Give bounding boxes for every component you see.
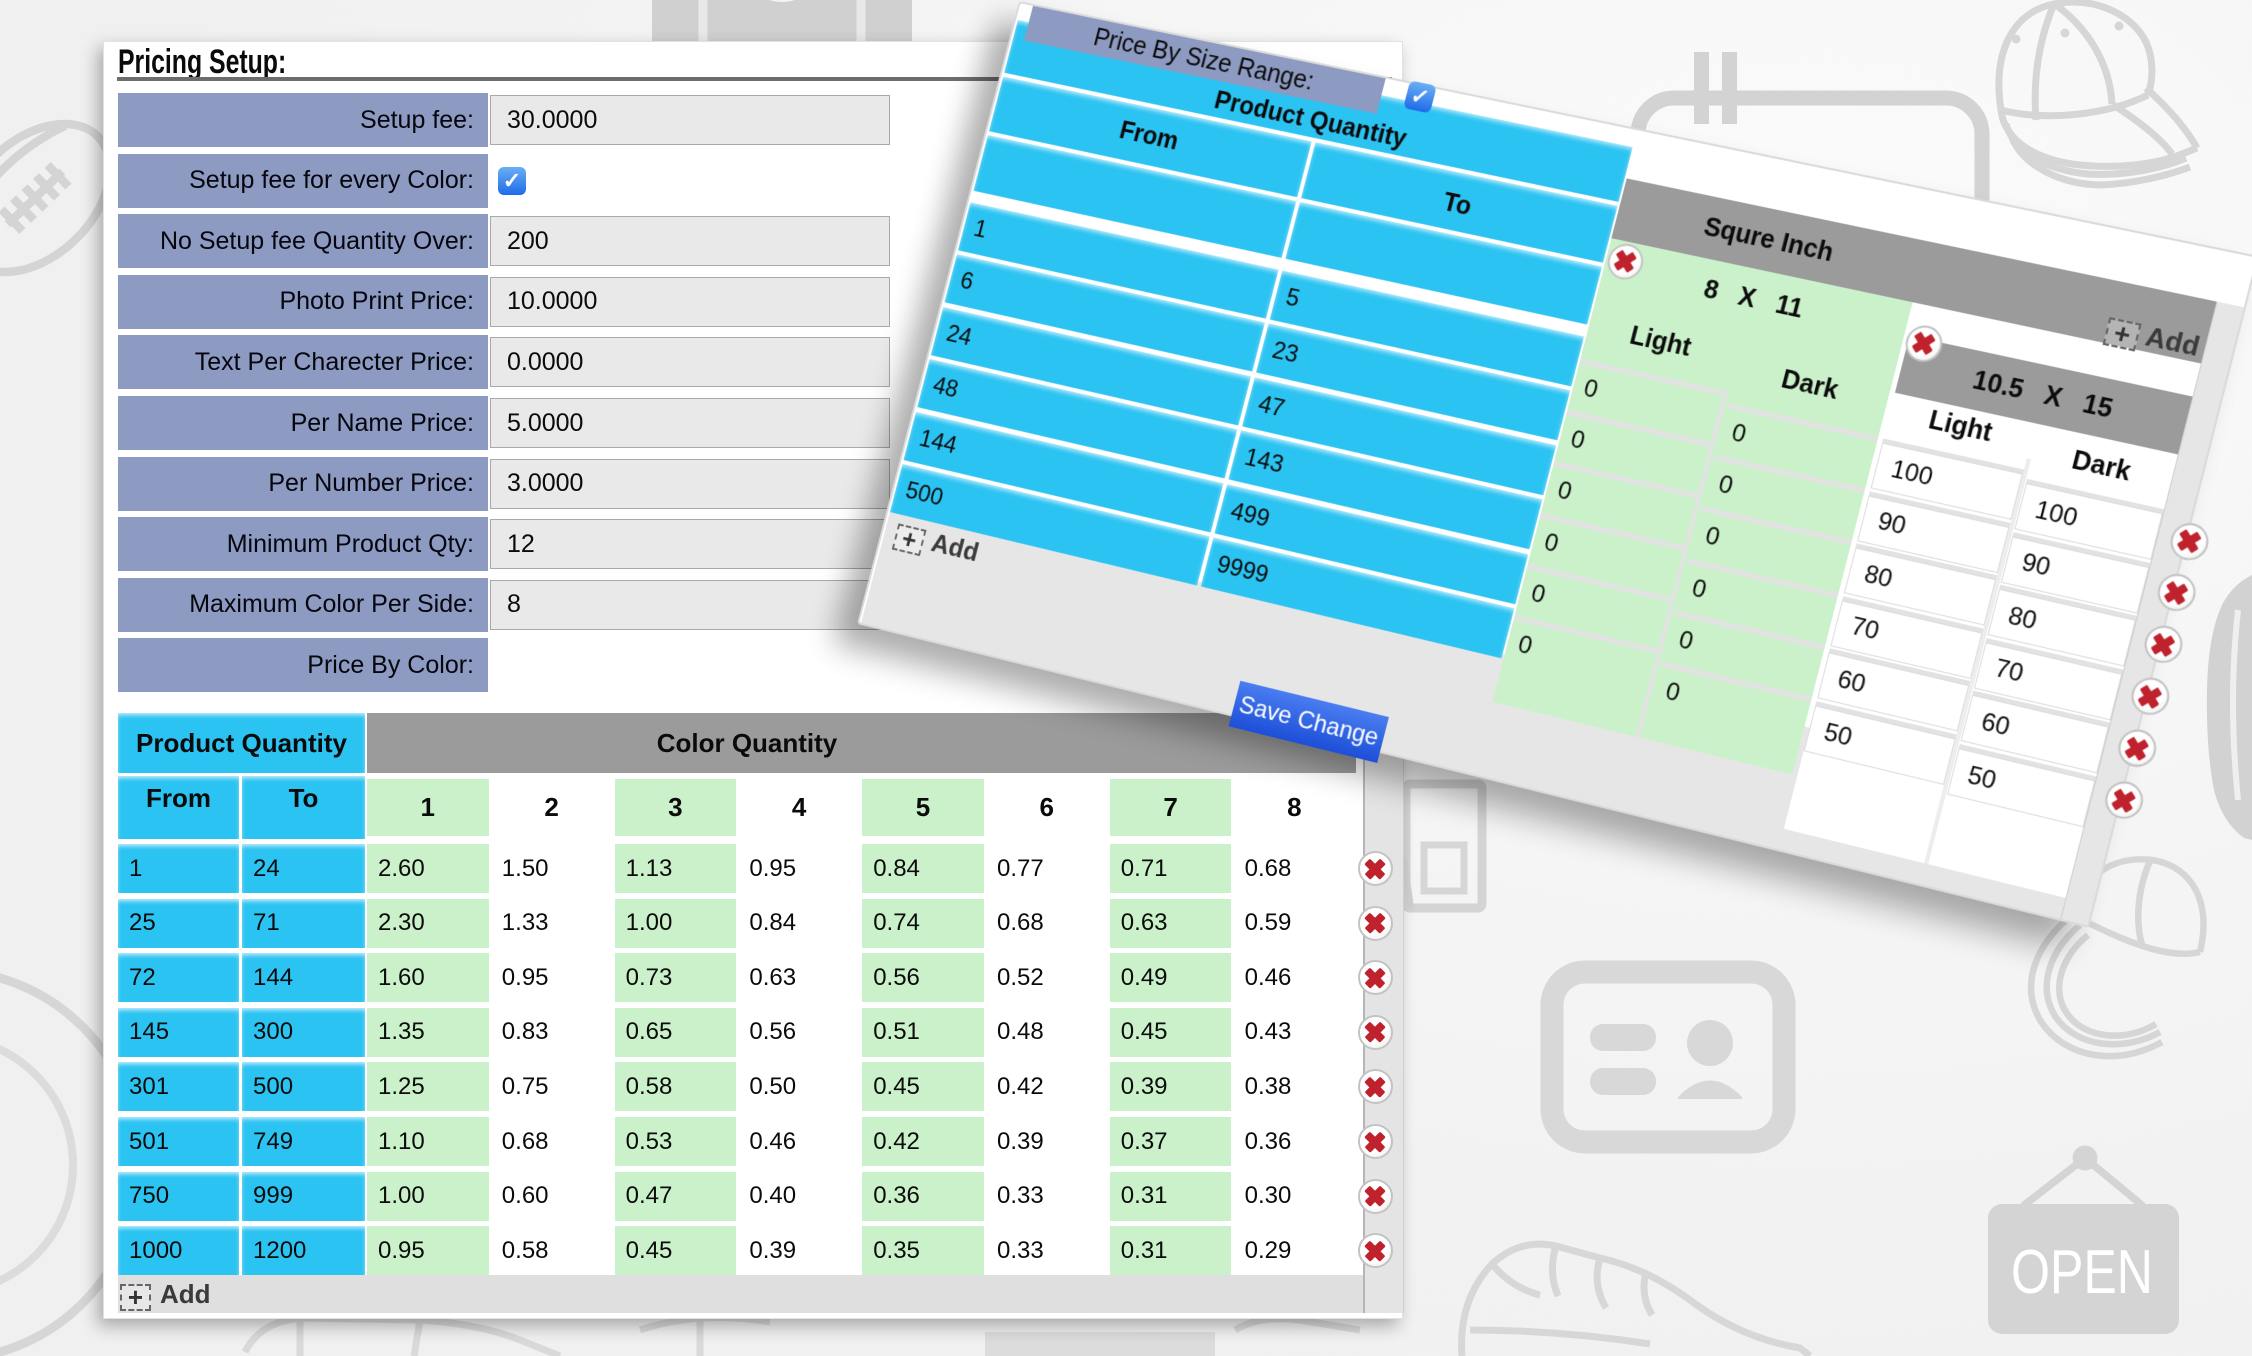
svg-text:OPEN: OPEN bbox=[2011, 1238, 2153, 1307]
